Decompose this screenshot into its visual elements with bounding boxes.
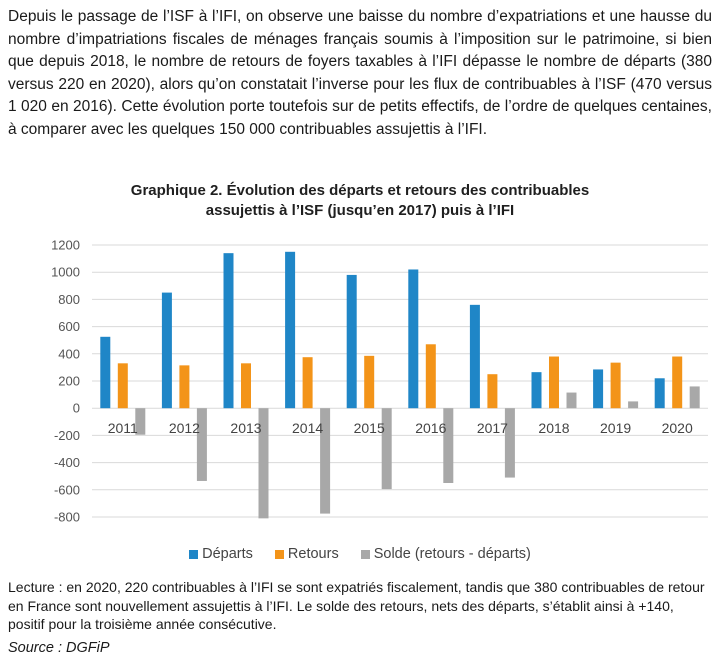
bar-solde-2017 [504,408,515,478]
y-tick-label: 200 [58,374,80,389]
legend-label-departs: Départs [202,546,253,562]
y-tick-label: 0 [73,401,80,416]
bar-retours-2020 [672,356,683,409]
bar-départs-2012 [161,292,172,409]
y-tick-label: 1000 [51,265,80,280]
y-tick-label: -800 [54,510,80,525]
legend-label-solde: Solde (retours - départs) [373,546,531,562]
bar-retours-2011 [117,363,128,409]
legend-swatch-departs [189,549,199,559]
bar-solde-2013 [258,408,269,519]
legend-swatch-retours [274,549,284,559]
bar-départs-2015 [346,274,357,409]
chart-title: Graphique 2. Évolution des départs et re… [0,181,720,221]
bar-retours-2017 [487,374,498,409]
bar-solde-2019 [628,401,639,409]
bar-départs-2018 [531,372,542,409]
legend-label-retours: Retours [287,546,339,562]
bar-solde-2020 [689,386,700,409]
y-tick-label: -600 [54,482,80,497]
chart-title-line-1: Graphique 2. Évolution des départs et re… [130,182,590,199]
bar-départs-2011 [100,336,111,409]
source-note: Source : DGFiP [8,640,110,656]
x-category-label: 2018 [538,420,569,436]
legend-item-solde: Solde (retours - départs) [360,546,531,562]
bar-retours-2019 [610,362,621,409]
bar-solde-2011 [135,408,146,435]
bar-retours-2014 [302,357,313,409]
bar-départs-2013 [223,253,234,409]
legend-item-departs: Départs [189,546,253,562]
legend-swatch-solde [360,549,370,559]
y-tick-label: 400 [58,346,80,361]
bar-chart: -800 -600 -400 -200 0 200 400 600 800 1000 1200 201… [51,238,708,525]
x-category-label: 2014 [292,420,323,436]
bar-retours-2013 [241,363,251,409]
legend-item-retours: Retours [274,546,339,562]
bar-solde-2018 [566,392,577,409]
chart-title-line-2: assujettis à l’ISF (jusqu’en 2017) puis … [205,202,515,219]
x-category-label: 2016 [415,420,446,436]
x-category-label: 2012 [169,420,200,436]
x-category-label: 2017 [477,420,508,436]
y-tick-label: 1200 [51,238,80,253]
bar-solde-2015 [381,408,392,490]
bar-retours-2016 [425,344,436,409]
bar-départs-2014 [285,251,296,409]
bar-retours-2012 [179,365,190,409]
intro-paragraph: Depuis le passage de l’ISF à l’IFI, on o… [8,8,712,138]
y-tick-label: -400 [54,455,80,470]
bar-solde-2016 [443,408,454,483]
x-category-label: 2019 [600,420,631,436]
y-tick-label: 800 [58,292,80,307]
bar-départs-2020 [654,378,665,409]
x-category-label: 2020 [662,420,693,436]
x-category-label: 2013 [230,420,261,436]
y-tick-label: -200 [54,428,80,443]
x-category-label: 2011 [108,420,138,436]
chart-legend: Départs Retours Solde (retours - départs… [0,546,720,562]
bar-départs-2019 [593,369,604,409]
reading-note: Lecture : en 2020, 220 contribuables à l… [8,579,705,632]
bar-solde-2012 [196,408,207,481]
bar-retours-2018 [549,356,559,409]
x-category-label: 2015 [354,420,385,436]
bar-départs-2017 [469,304,480,409]
bar-retours-2015 [364,355,375,409]
bar-solde-2014 [320,408,331,514]
bar-départs-2016 [408,269,419,409]
y-tick-label: 600 [58,319,80,334]
